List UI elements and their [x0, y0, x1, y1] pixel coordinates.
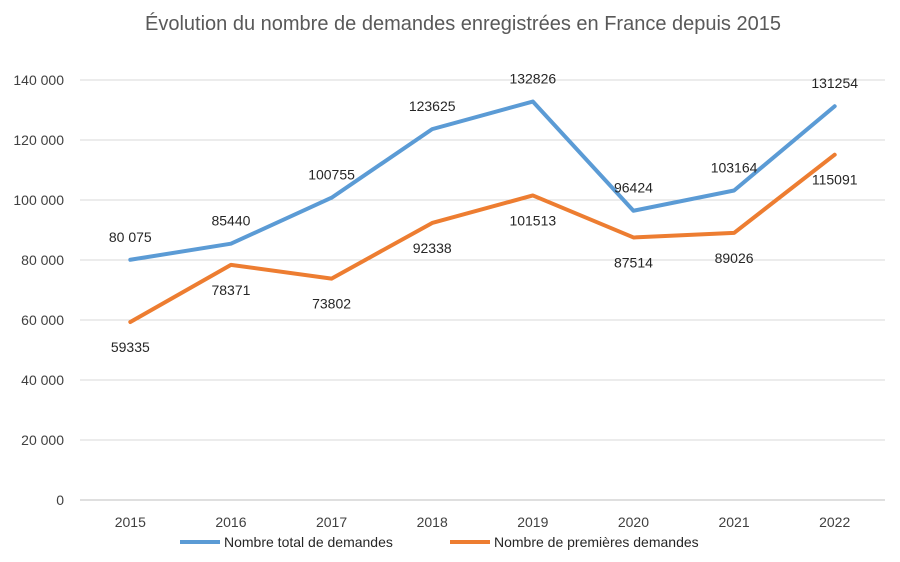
- gridlines: [80, 79, 885, 501]
- legend: Nombre total de demandes Nombre de premiè…: [180, 534, 699, 550]
- data-label: 92338: [413, 240, 452, 256]
- x-tick-label: 2016: [215, 514, 246, 530]
- x-axis: 2015 2016 2017 2018 2019 2020 2021 2022: [115, 514, 851, 530]
- data-labels: 80 075 85440 100755 123625 132826 96424 103164…: [109, 71, 858, 355]
- series: [128, 99, 837, 324]
- x-tick-label: 2018: [417, 514, 448, 530]
- y-tick-label: 140 000: [13, 72, 64, 88]
- data-label: 103164: [711, 160, 758, 176]
- y-axis: 0 20 000 40 000 60 000 80 000 100 000 120 000 1…: [13, 72, 64, 508]
- data-label: 78371: [211, 282, 250, 298]
- data-label: 87514: [614, 254, 653, 270]
- y-tick-label: 20 000: [21, 432, 64, 448]
- y-tick-label: 40 000: [21, 372, 64, 388]
- chart-title: Évolution du nombre de demandes enregist…: [145, 12, 781, 35]
- data-label: 85440: [211, 213, 250, 229]
- data-label: 100755: [308, 167, 355, 183]
- y-tick-label: 80 000: [21, 252, 64, 268]
- y-tick-label: 120 000: [13, 132, 64, 148]
- data-label: 89026: [715, 250, 754, 266]
- x-tick-label: 2021: [718, 514, 749, 530]
- data-label: 101513: [509, 212, 556, 228]
- x-tick-label: 2020: [618, 514, 649, 530]
- data-label: 73802: [312, 296, 351, 312]
- series-line-2: [128, 152, 837, 324]
- series-line-1: [128, 99, 837, 262]
- x-tick-label: 2015: [115, 514, 146, 530]
- data-label: 59335: [111, 339, 150, 355]
- y-tick-label: 60 000: [21, 312, 64, 328]
- data-label: 115091: [812, 172, 858, 188]
- x-tick-label: 2017: [316, 514, 347, 530]
- legend-label: Nombre total de demandes: [224, 534, 393, 550]
- data-label: 80 075: [109, 229, 152, 245]
- x-tick-label: 2022: [819, 514, 850, 530]
- y-tick-label: 0: [56, 492, 64, 508]
- data-label: 96424: [614, 180, 653, 196]
- data-label: 123625: [409, 98, 456, 114]
- x-tick-label: 2019: [517, 514, 548, 530]
- legend-label: Nombre de premières demandes: [494, 534, 699, 550]
- data-label: 132826: [509, 71, 556, 87]
- y-tick-label: 100 000: [13, 192, 64, 208]
- data-label: 131254: [811, 75, 858, 91]
